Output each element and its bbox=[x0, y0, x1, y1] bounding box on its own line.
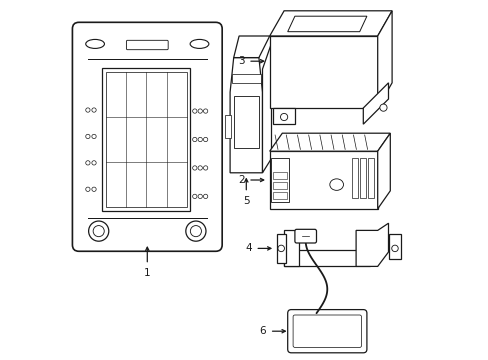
FancyBboxPatch shape bbox=[72, 22, 222, 251]
Bar bbox=[284, 250, 370, 266]
Bar bbox=[352, 158, 357, 198]
Circle shape bbox=[93, 226, 104, 237]
Circle shape bbox=[391, 245, 397, 252]
FancyBboxPatch shape bbox=[292, 315, 361, 347]
Text: 1: 1 bbox=[143, 268, 150, 278]
Ellipse shape bbox=[329, 179, 343, 190]
Circle shape bbox=[185, 221, 205, 241]
Circle shape bbox=[192, 137, 197, 141]
Polygon shape bbox=[355, 223, 387, 266]
Polygon shape bbox=[363, 83, 387, 124]
Polygon shape bbox=[377, 133, 389, 209]
Polygon shape bbox=[276, 234, 285, 263]
Text: 4: 4 bbox=[244, 243, 251, 253]
Circle shape bbox=[85, 108, 90, 112]
Circle shape bbox=[92, 134, 96, 139]
Circle shape bbox=[92, 108, 96, 112]
Circle shape bbox=[198, 137, 202, 141]
Polygon shape bbox=[377, 11, 391, 108]
Circle shape bbox=[203, 109, 207, 113]
Circle shape bbox=[198, 109, 202, 113]
Circle shape bbox=[203, 166, 207, 170]
Polygon shape bbox=[273, 108, 294, 124]
Polygon shape bbox=[387, 234, 400, 259]
Polygon shape bbox=[269, 133, 389, 151]
Bar bbox=[360, 158, 365, 198]
Circle shape bbox=[277, 245, 284, 252]
Bar bbox=[224, 115, 231, 138]
Polygon shape bbox=[269, 36, 377, 108]
Circle shape bbox=[85, 134, 90, 139]
Bar bbox=[106, 72, 186, 207]
Circle shape bbox=[192, 166, 197, 170]
Bar bbox=[284, 230, 298, 266]
Circle shape bbox=[203, 194, 207, 198]
Ellipse shape bbox=[85, 40, 104, 49]
FancyBboxPatch shape bbox=[294, 229, 316, 243]
Bar bbox=[272, 192, 286, 199]
Text: 5: 5 bbox=[243, 196, 249, 206]
Bar bbox=[231, 74, 260, 83]
Circle shape bbox=[379, 104, 386, 111]
Text: 2: 2 bbox=[237, 175, 244, 185]
Polygon shape bbox=[269, 151, 377, 209]
Circle shape bbox=[192, 194, 197, 198]
Circle shape bbox=[92, 187, 96, 192]
Circle shape bbox=[192, 109, 197, 113]
Bar bbox=[272, 172, 286, 179]
Circle shape bbox=[190, 226, 201, 237]
Bar bbox=[271, 158, 289, 202]
Bar bbox=[102, 68, 190, 211]
Text: 6: 6 bbox=[259, 326, 265, 336]
Polygon shape bbox=[233, 36, 269, 58]
Circle shape bbox=[85, 161, 90, 165]
Bar bbox=[272, 182, 286, 189]
Polygon shape bbox=[269, 11, 391, 36]
Polygon shape bbox=[287, 16, 366, 32]
Circle shape bbox=[88, 221, 108, 241]
FancyBboxPatch shape bbox=[126, 40, 168, 50]
Polygon shape bbox=[230, 58, 262, 173]
Bar bbox=[233, 96, 258, 148]
Text: 3: 3 bbox=[237, 56, 244, 66]
Polygon shape bbox=[262, 43, 271, 173]
FancyBboxPatch shape bbox=[287, 310, 366, 353]
Circle shape bbox=[280, 113, 287, 121]
Ellipse shape bbox=[190, 40, 208, 49]
Circle shape bbox=[198, 194, 202, 198]
Circle shape bbox=[92, 161, 96, 165]
Circle shape bbox=[198, 166, 202, 170]
Circle shape bbox=[85, 187, 90, 192]
Circle shape bbox=[203, 137, 207, 141]
Bar bbox=[367, 158, 373, 198]
